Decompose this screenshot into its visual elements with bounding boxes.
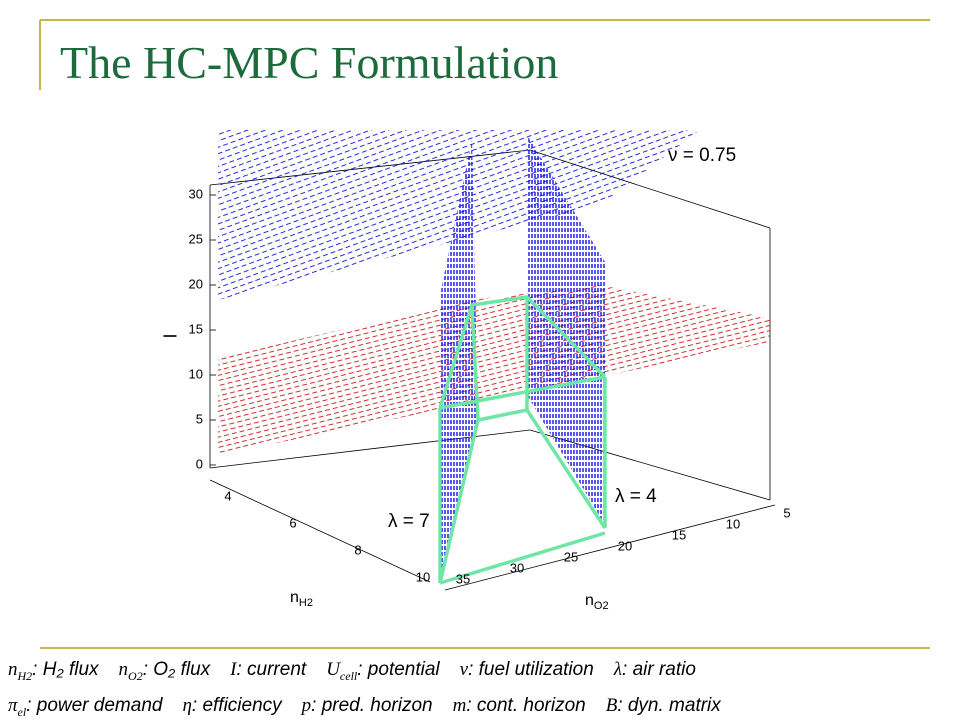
x-axis-label: nH2 <box>290 589 313 609</box>
y-tick-label: 5 <box>783 505 790 520</box>
legend-subscript: cell <box>339 668 358 683</box>
legend-text: : potential <box>357 659 440 680</box>
legend-item: Ucell: potential <box>326 655 439 691</box>
legend-symbol: I <box>230 659 237 680</box>
legend: nH2: H₂ flux nO2: O₂ flux I: current Ucell:… <box>8 655 958 720</box>
legend-symbol: m <box>452 694 467 716</box>
y-tick-label: 15 <box>672 527 686 542</box>
legend-text: : power demand <box>26 694 163 716</box>
lambda7-plane <box>440 140 478 580</box>
legend-subscript: O2 <box>128 668 143 683</box>
legend-symbol: n <box>8 659 18 680</box>
z-tick-label: 15 <box>189 321 203 336</box>
legend-text: : pred. horizon <box>311 694 433 716</box>
y-tick-label: 20 <box>618 538 632 553</box>
slide-title: The HC-MPC Formulation <box>60 37 559 88</box>
z-tick-label: 30 <box>189 186 203 201</box>
z-tick-label: 20 <box>189 276 203 291</box>
y-axis-label: nO2 <box>585 592 609 612</box>
legend-subscript: el <box>17 704 27 719</box>
annotation: λ = 7 <box>388 511 430 532</box>
legend-item: η: efficiency <box>182 691 281 720</box>
legend-text: : dyn. matrix <box>617 694 721 716</box>
legend-symbol: π <box>8 694 18 716</box>
y-tick-label: 10 <box>726 516 740 531</box>
y-label-sub: O2 <box>594 600 609 612</box>
legend-item: ν: fuel utilization <box>460 655 594 691</box>
y-label-main: n <box>585 592 594 609</box>
legend-text: : cont. horizon <box>466 694 586 716</box>
z-tick-label: 25 <box>189 231 203 246</box>
x-tick-label: 6 <box>289 515 296 530</box>
x-label-main: n <box>290 589 299 606</box>
legend-text: : efficiency <box>191 694 282 716</box>
x-label-sub: H2 <box>299 597 313 609</box>
red-plane <box>218 285 770 455</box>
legend-item: I: current <box>230 655 306 691</box>
legend-row: nH2: H₂ flux nO2: O₂ flux I: current Ucell:… <box>8 655 958 691</box>
z-axis-label: I <box>159 333 179 338</box>
legend-item: m: cont. horizon <box>453 691 586 720</box>
y-tick-label: 30 <box>510 560 524 575</box>
legend-text: : O₂ flux <box>142 659 211 680</box>
x-tick-label: 8 <box>354 542 361 557</box>
legend-text: : H₂ flux <box>32 659 99 680</box>
x-tick-label: 4 <box>224 488 231 503</box>
legend-symbol: η <box>182 694 192 716</box>
frame <box>39 19 930 649</box>
annotation: λ = 4 <box>615 486 657 507</box>
x-tick-label: 10 <box>416 569 430 584</box>
legend-symbol: p <box>301 694 312 716</box>
annotation: ν = 0.75 <box>668 145 736 166</box>
legend-row: πel: power demand η: efficiency p: pred. h… <box>8 691 958 720</box>
legend-subscript: H2 <box>17 668 33 683</box>
legend-symbol: λ <box>613 659 623 680</box>
y-tick-label: 35 <box>456 571 470 586</box>
z-tick-label: 5 <box>196 411 203 426</box>
y-tick-label: 25 <box>564 549 578 564</box>
legend-item: p: pred. horizon <box>302 691 433 720</box>
legend-item: πel: power demand <box>8 691 162 720</box>
z-tick-label: 10 <box>189 366 203 381</box>
legend-text: : fuel utilization <box>468 659 594 680</box>
legend-item: λ: air ratio <box>614 655 696 691</box>
feasible-region <box>438 295 607 585</box>
legend-symbol: B <box>605 694 618 716</box>
legend-item: nO2: O₂ flux <box>119 655 211 691</box>
legend-symbol: ν <box>459 659 469 680</box>
legend-symbol: U <box>326 659 340 680</box>
legend-text: : air ratio <box>622 659 696 680</box>
legend-item: nH2: H₂ flux <box>8 655 99 691</box>
lambda4-plane <box>527 135 605 525</box>
z-tick-label: 0 <box>196 456 203 471</box>
legend-item: B: dyn. matrix <box>606 691 721 720</box>
legend-symbol: n <box>118 659 129 680</box>
legend-text: : current <box>236 659 307 680</box>
